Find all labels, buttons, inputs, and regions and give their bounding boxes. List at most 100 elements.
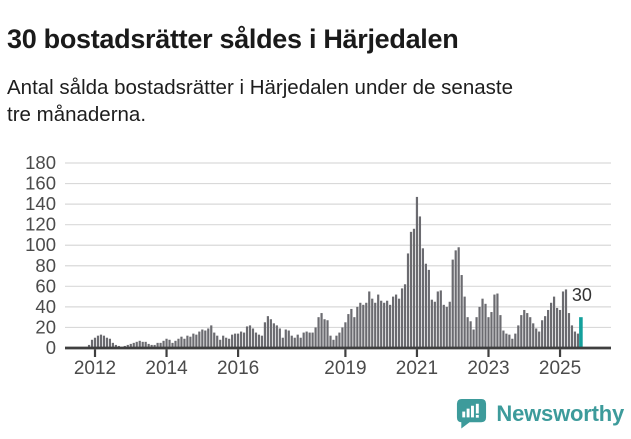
bar (532, 323, 535, 348)
y-tick-label: 120 (25, 214, 56, 235)
bar (508, 334, 511, 348)
bar (454, 250, 457, 348)
chart-subtitle: Antal sålda bostadsrätter i Härjedalen u… (7, 74, 627, 129)
bar (478, 306, 481, 348)
bar (544, 316, 547, 348)
y-tick-label: 180 (25, 152, 56, 173)
bar (529, 317, 532, 348)
bar (547, 309, 550, 348)
bar (564, 289, 568, 348)
bar (326, 320, 329, 348)
bar (380, 300, 383, 348)
bar (523, 309, 526, 348)
bar (517, 325, 520, 348)
bar (272, 323, 275, 348)
bar (234, 333, 237, 348)
bar (541, 320, 544, 348)
bar (192, 333, 195, 348)
bar (308, 332, 311, 348)
bar (207, 328, 210, 348)
bar (245, 326, 249, 348)
bar (576, 333, 580, 348)
bar (392, 296, 395, 348)
bar (314, 327, 317, 348)
page-title: 30 bostadsrätter såldes i Härjedalen (7, 24, 459, 55)
value-annotation: 30 (572, 285, 592, 305)
bar (463, 296, 466, 348)
bar (427, 269, 430, 348)
bar (555, 307, 559, 348)
bar (374, 302, 377, 348)
bar (552, 296, 556, 348)
bar (171, 342, 174, 348)
bar (320, 313, 323, 348)
bar (269, 319, 272, 348)
bar (439, 290, 442, 348)
bar (514, 333, 517, 348)
x-tick-label: 2014 (145, 358, 188, 379)
bar (445, 306, 448, 348)
bar (216, 335, 219, 348)
bar (356, 306, 359, 348)
bar (570, 325, 574, 348)
y-tick-label: 160 (25, 173, 56, 194)
bar (108, 338, 112, 348)
bar (466, 317, 469, 348)
bar (296, 334, 299, 348)
bar (213, 332, 216, 348)
bar (394, 294, 398, 348)
bar (347, 314, 350, 348)
bar (421, 248, 425, 348)
bar (189, 336, 192, 348)
bar (400, 288, 404, 348)
bar (299, 337, 302, 348)
bar (409, 231, 413, 348)
bar (275, 325, 278, 348)
x-tick-label: 2025 (539, 358, 581, 379)
bar (362, 304, 365, 348)
bar (502, 330, 505, 348)
bar (159, 342, 162, 348)
bar (186, 335, 189, 348)
bar (469, 321, 472, 348)
bar (338, 332, 341, 348)
y-tick-label: 40 (35, 296, 56, 317)
bar (219, 339, 222, 348)
bar (472, 329, 475, 348)
y-tick-label: 140 (25, 193, 56, 214)
bar (302, 332, 305, 348)
bar (141, 341, 144, 348)
bar (442, 304, 445, 348)
y-tick-label: 60 (35, 275, 56, 296)
brand-logo: Newsworthy (455, 397, 624, 430)
y-tick-label: 80 (35, 255, 56, 276)
bar (487, 317, 490, 348)
chart-subtitle-line1: Antal sålda bostadsrätter i Härjedalen u… (7, 76, 513, 99)
bar (263, 322, 267, 348)
bar (132, 342, 135, 348)
y-tick-label: 100 (25, 234, 56, 255)
bar (210, 325, 213, 348)
bar (499, 315, 502, 348)
bar (231, 334, 234, 348)
bar (138, 340, 141, 348)
bar (430, 299, 433, 348)
bar (281, 337, 284, 348)
bar (174, 340, 177, 348)
bar (284, 329, 287, 348)
bar (293, 337, 296, 348)
bar (317, 317, 320, 348)
y-tick-label: 0 (46, 337, 56, 358)
bar (204, 330, 207, 348)
bar (484, 303, 487, 348)
bar (111, 342, 114, 348)
bar (377, 294, 380, 348)
bar (195, 334, 198, 348)
bar (412, 228, 416, 348)
bar (150, 344, 153, 348)
bar (561, 291, 565, 348)
bar (520, 315, 523, 348)
x-tick-label: 2021 (396, 358, 438, 379)
bar (105, 337, 109, 348)
x-tick-label: 2016 (217, 358, 259, 379)
